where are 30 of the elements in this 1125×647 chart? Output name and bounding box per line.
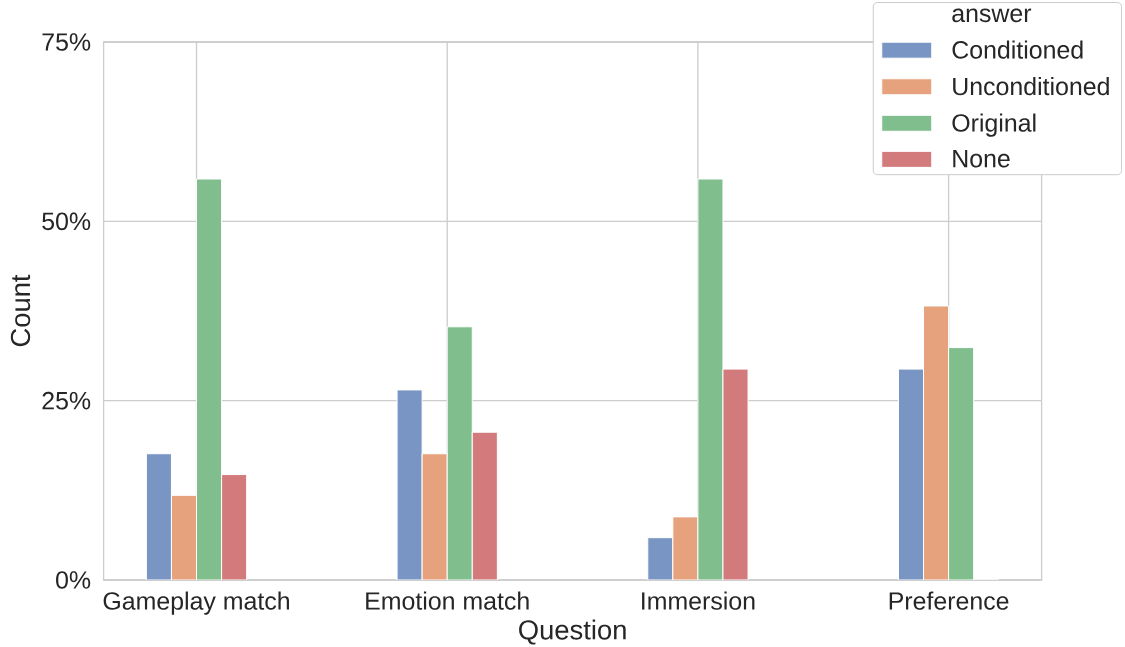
y-tick-label: 0% xyxy=(56,571,91,589)
bar xyxy=(471,431,498,580)
legend-label: None xyxy=(953,150,1010,168)
y-tick-label: 50% xyxy=(42,212,91,231)
bar xyxy=(196,178,223,580)
x-tick-label: Emotion match xyxy=(366,591,529,610)
legend-title: answer xyxy=(952,8,1032,23)
bar xyxy=(897,368,925,580)
bar xyxy=(672,516,699,580)
bar xyxy=(446,326,473,580)
bar xyxy=(722,368,749,580)
x-tick-label: Gameplay match xyxy=(103,591,289,615)
x-tick-label: Preference xyxy=(889,591,1009,610)
y-axis-title: Count xyxy=(10,274,31,347)
bar xyxy=(221,474,248,580)
bar xyxy=(421,453,448,580)
bar xyxy=(145,453,172,580)
bar xyxy=(396,389,423,580)
y-tick-label: 25% xyxy=(42,391,91,410)
bar xyxy=(948,347,975,580)
bar xyxy=(923,305,950,580)
bar xyxy=(697,178,724,580)
legend-label: Unconditioned xyxy=(953,76,1109,96)
y-tick-label: 75% xyxy=(42,33,91,51)
legend-label: Original xyxy=(952,113,1036,137)
x-tick-label: Immersion xyxy=(642,591,755,610)
legend-label: Conditioned xyxy=(952,40,1083,59)
bar xyxy=(170,494,198,580)
bar xyxy=(647,537,674,580)
x-axis-title: Question xyxy=(519,619,626,645)
